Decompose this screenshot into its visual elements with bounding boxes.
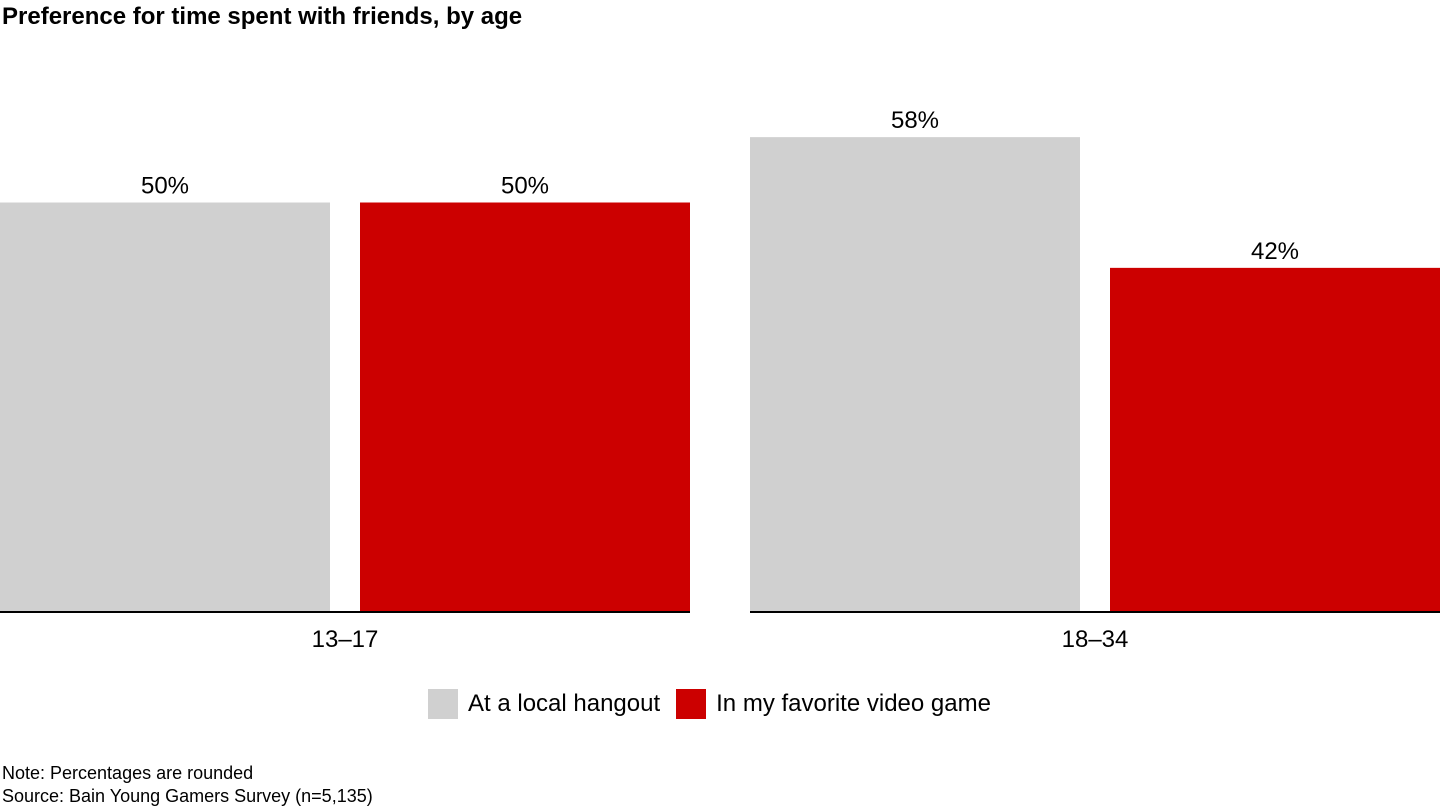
chart-title: Preference for time spent with friends, …	[2, 3, 523, 30]
legend-item-video-game: In my favorite video game	[676, 689, 991, 719]
bar-chart: 50% 50% 13–17 58% 42% 18–34	[0, 107, 1440, 653]
x-tick-label-2: 18–34	[1062, 626, 1129, 653]
legend-swatch-video-game	[676, 689, 707, 719]
bar-video-game-2	[1110, 267, 1440, 611]
chart-legend: At a local hangout In my favorite video …	[428, 688, 1007, 720]
footnotes: Note: Percentages are rounded Source: Ba…	[2, 762, 373, 808]
legend-label-local-hangout: At a local hangout	[468, 690, 661, 717]
legend-item-local-hangout: At a local hangout	[428, 689, 660, 719]
footnote-source: Source: Bain Young Gamers Survey (n=5,13…	[2, 786, 373, 806]
legend-label-video-game: In my favorite video game	[716, 690, 991, 717]
data-label-video-game-1: 50%	[501, 173, 549, 200]
bar-video-game-1	[360, 202, 690, 611]
data-label-video-game-2: 42%	[1251, 238, 1299, 265]
x-tick-label-1: 13–17	[312, 626, 379, 653]
footnote-note: Note: Percentages are rounded	[2, 763, 254, 783]
data-label-local-hangout-1: 50%	[141, 173, 189, 200]
bar-local-hangout-2	[750, 137, 1080, 611]
data-label-local-hangout-2: 58%	[891, 107, 939, 134]
legend-swatch-local-hangout	[428, 689, 458, 719]
bar-local-hangout-1	[0, 202, 330, 611]
